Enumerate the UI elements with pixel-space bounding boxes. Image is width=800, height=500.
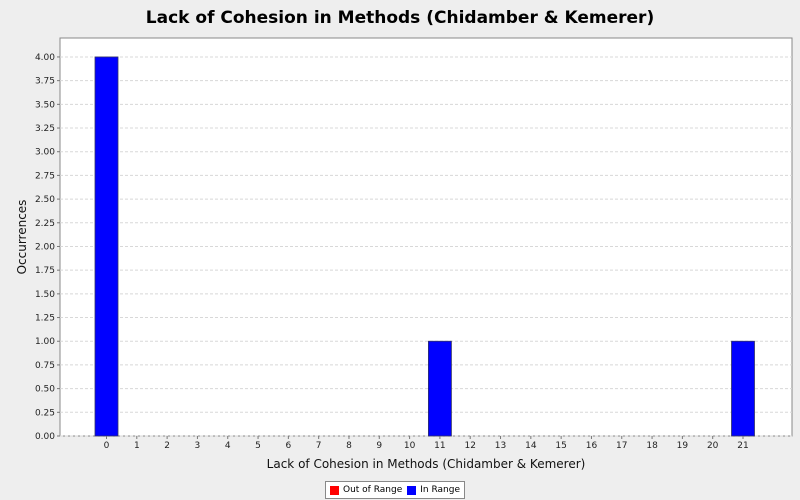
x-tick-label: 7 xyxy=(316,441,322,451)
x-tick-label: 8 xyxy=(346,441,352,451)
y-tick-label: 2.50 xyxy=(35,195,55,205)
x-tick-label: 18 xyxy=(646,441,658,451)
x-axis-ticks: 0 1 2 3 4 5 6 7 8 9 10 11 12 13 14 15 16 17 18 19 20 21 xyxy=(104,436,749,451)
y-tick-label: 3.75 xyxy=(35,77,55,87)
legend-swatch-out-of-range xyxy=(330,485,339,495)
y-tick-label: 2.00 xyxy=(35,242,55,252)
y-tick-label: 1.25 xyxy=(35,314,55,324)
grid-lines xyxy=(60,56,792,437)
legend-item-out-of-range: Out of Range xyxy=(330,485,402,495)
x-tick-label: 4 xyxy=(225,441,231,451)
x-tick-label: 9 xyxy=(376,441,382,451)
x-tick-label: 0 xyxy=(104,441,110,451)
bar-in-range-11 xyxy=(428,340,452,437)
x-tick-label: 13 xyxy=(495,441,506,451)
x-axis-label: Lack of Cohesion in Methods (Chidamber &… xyxy=(267,457,586,471)
x-tick-label: 16 xyxy=(586,441,598,451)
legend-label-out-of-range: Out of Range xyxy=(343,485,403,495)
legend-swatch-in-range xyxy=(407,485,417,495)
x-tick-label: 3 xyxy=(195,441,201,451)
y-tick-label: 0.25 xyxy=(35,408,55,418)
legend: Out of Range In Range xyxy=(325,481,465,499)
x-tick-label: 17 xyxy=(616,441,627,451)
x-tick-label: 12 xyxy=(464,441,475,451)
y-tick-label: 4.00 xyxy=(35,53,55,63)
bar-in-range-0 xyxy=(94,56,119,437)
x-tick-label: 14 xyxy=(525,441,537,451)
y-tick-label: 2.25 xyxy=(35,219,55,229)
y-tick-label: 1.50 xyxy=(35,290,55,300)
y-tick-label: 3.25 xyxy=(35,124,55,134)
y-tick-label: 0.00 xyxy=(35,432,55,442)
x-tick-label: 1 xyxy=(134,441,140,451)
x-tick-label: 5 xyxy=(255,441,261,451)
chart-title: Lack of Cohesion in Methods (Chidamber &… xyxy=(145,8,655,28)
bar-series xyxy=(94,56,755,437)
y-tick-label: 3.00 xyxy=(35,148,55,158)
x-tick-label: 2 xyxy=(164,441,170,451)
x-tick-label: 10 xyxy=(404,441,416,451)
y-axis-label: Occurrences xyxy=(15,200,29,275)
y-tick-label: 0.75 xyxy=(35,361,55,371)
x-tick-label: 20 xyxy=(707,441,719,451)
legend-label-in-range: In Range xyxy=(420,485,460,495)
plot-area xyxy=(59,37,793,437)
y-tick-label: 1.75 xyxy=(35,266,55,276)
legend-item-in-range: In Range xyxy=(407,485,460,495)
y-tick-label: 2.75 xyxy=(35,171,55,181)
bar-in-range-21 xyxy=(731,340,755,437)
x-tick-label: 21 xyxy=(737,441,748,451)
y-axis-ticks: 0.00 0.25 0.50 0.75 1.00 1.25 1.50 1.75 2.00 2.25… xyxy=(35,53,60,442)
y-tick-label: 3.50 xyxy=(35,100,55,110)
x-tick-label: 19 xyxy=(677,441,689,451)
x-tick-label: 15 xyxy=(555,441,566,451)
y-tick-label: 0.50 xyxy=(35,385,55,395)
x-tick-label: 6 xyxy=(285,441,291,451)
x-tick-label: 11 xyxy=(434,441,445,451)
y-tick-label: 1.00 xyxy=(35,337,55,347)
